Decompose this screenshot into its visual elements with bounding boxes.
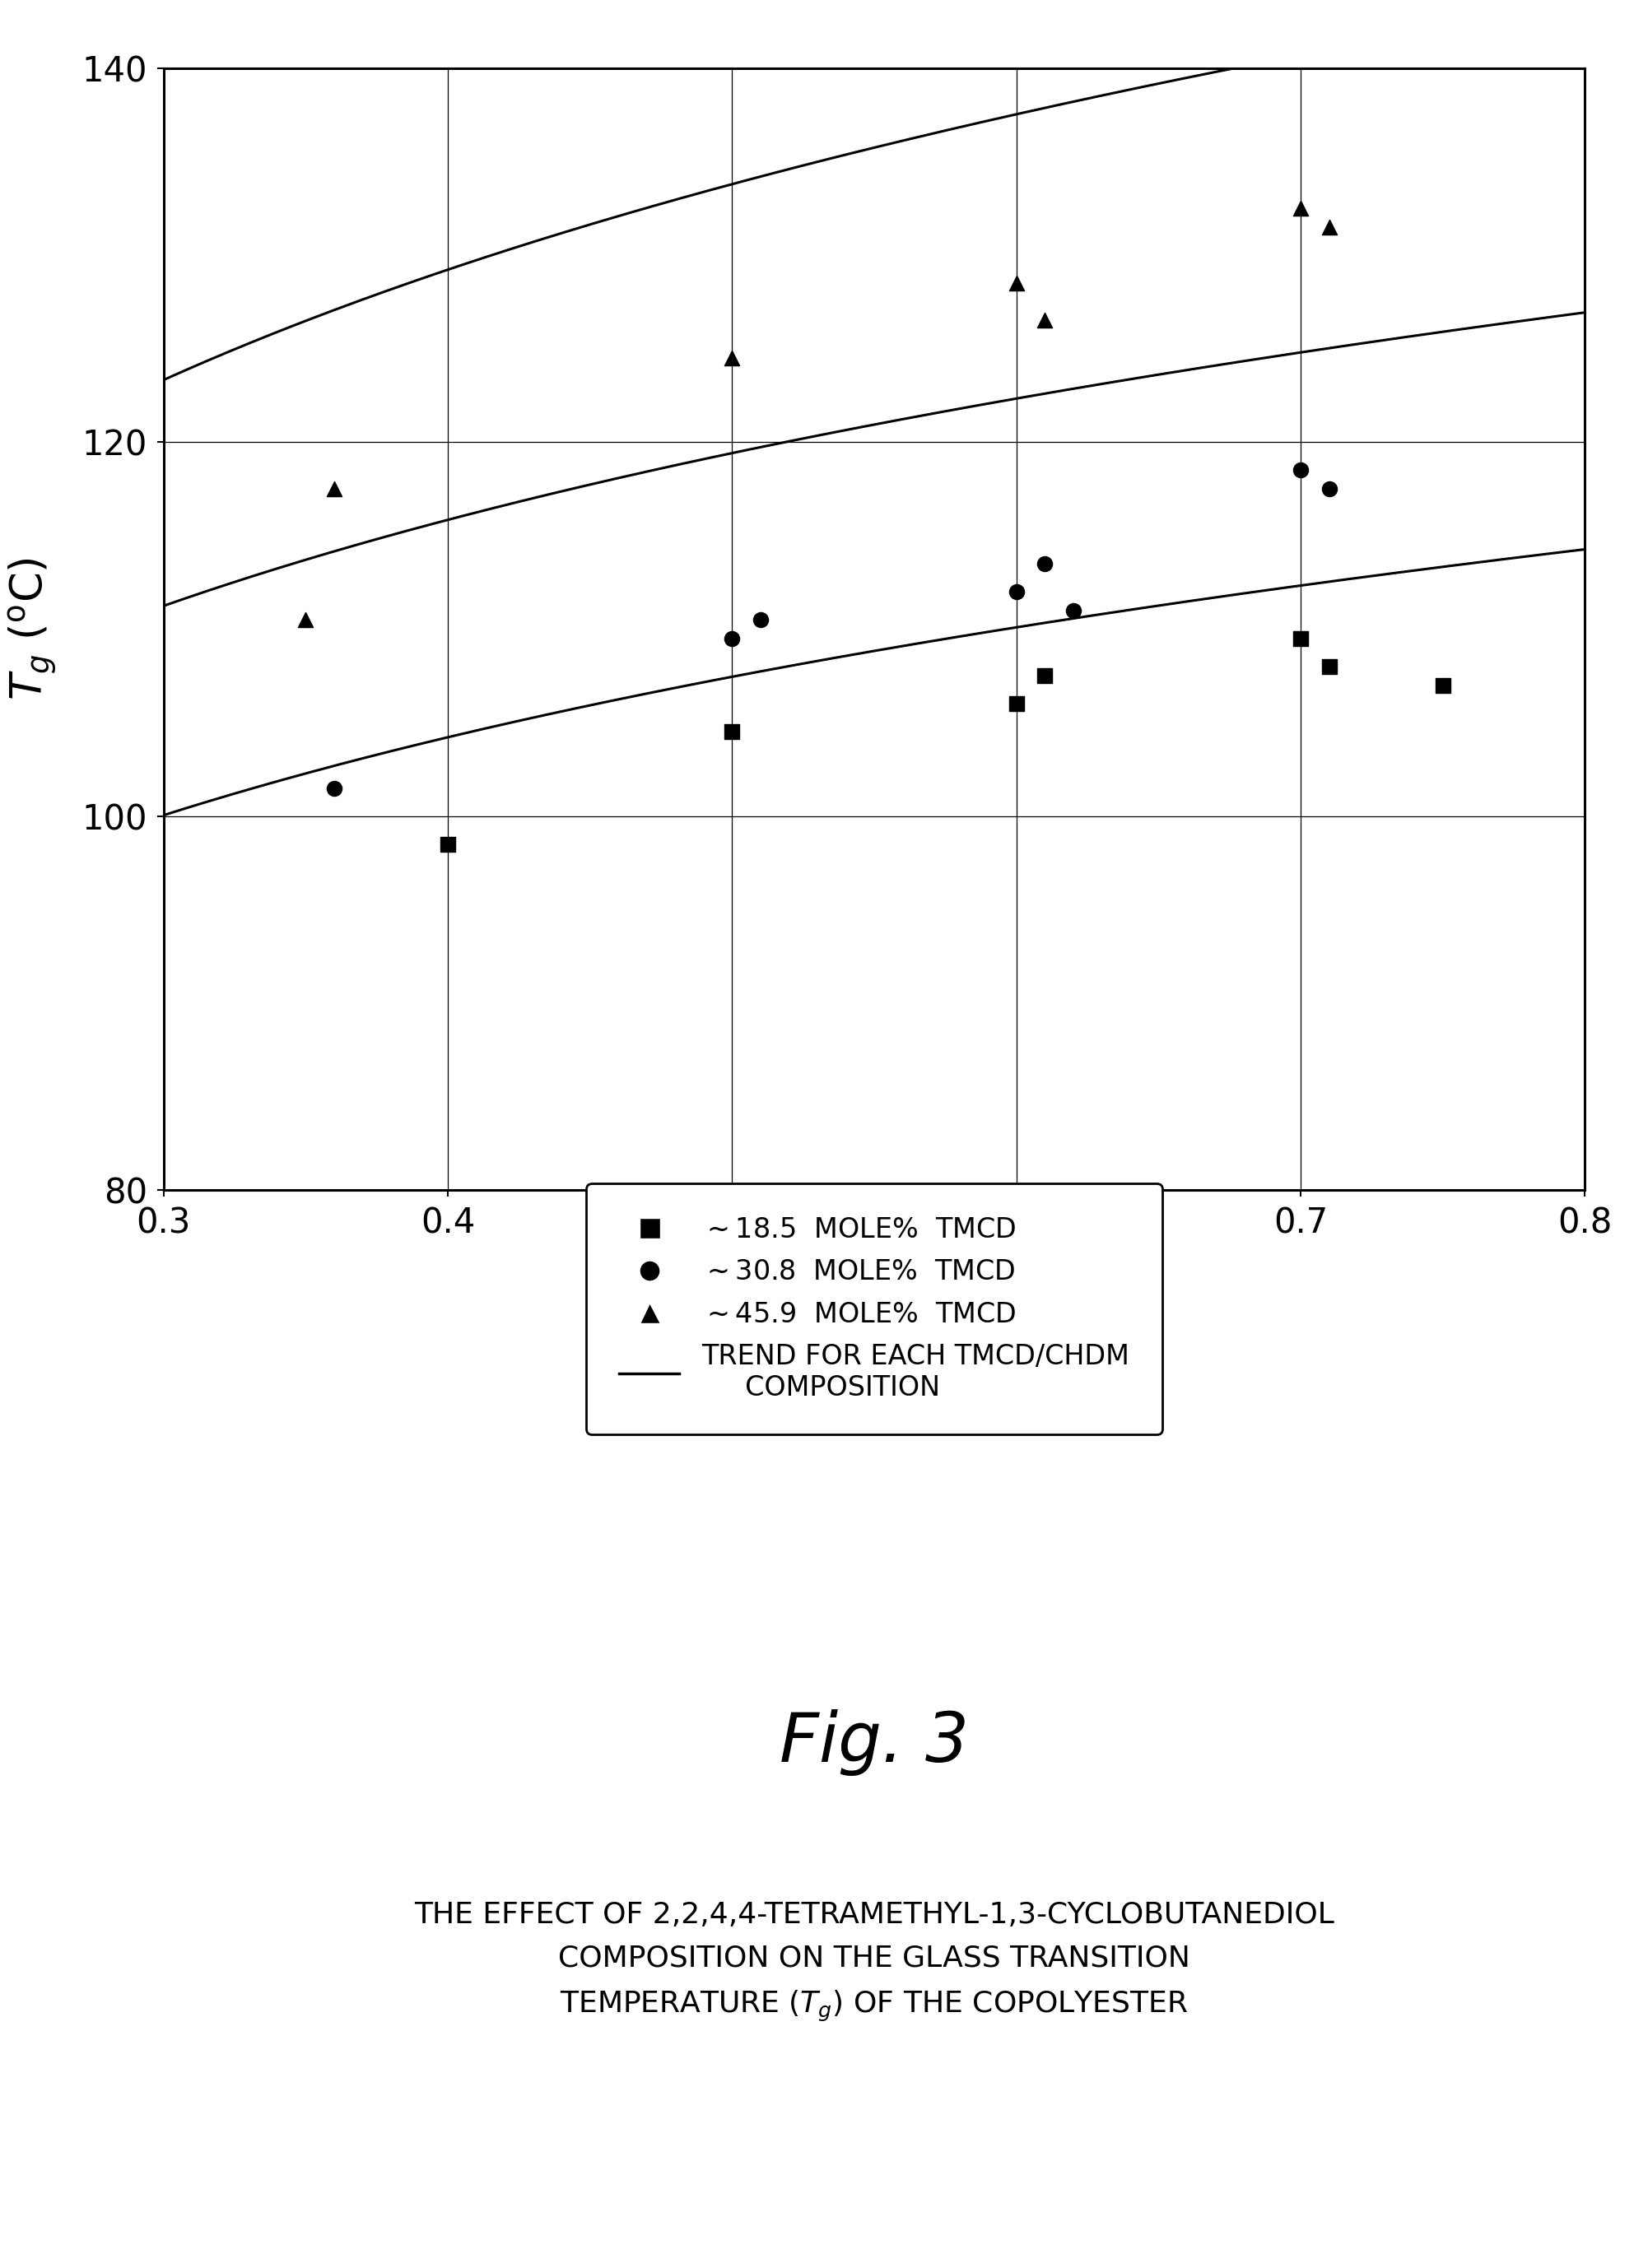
Point [292, 601, 319, 637]
Y-axis label: $\mathit{T}_g$ ($^{\rm o}$C): $\mathit{T}_g$ ($^{\rm o}$C) [7, 558, 59, 701]
Point [1315, 209, 1342, 245]
Point [1003, 265, 1029, 302]
Point [1031, 658, 1057, 694]
Point [1288, 619, 1314, 655]
Point [320, 472, 346, 508]
Point [1315, 649, 1342, 685]
Point [320, 769, 346, 805]
Point [1315, 472, 1342, 508]
Point [1003, 685, 1029, 721]
Point [747, 601, 773, 637]
Point [1031, 547, 1057, 583]
Point [1430, 667, 1456, 703]
Point [1288, 451, 1314, 488]
Point [719, 619, 745, 655]
X-axis label: IV (dl/g): IV (dl/g) [788, 1263, 961, 1306]
Point [1003, 574, 1029, 610]
Point [719, 340, 745, 376]
Point [435, 826, 461, 862]
Point [719, 714, 745, 751]
Point [1031, 302, 1057, 338]
Text: THE EFFECT OF 2,2,4,4-TETRAMETHYL-1,3-CYCLOBUTANEDIOL
COMPOSITION ON THE GLASS T: THE EFFECT OF 2,2,4,4-TETRAMETHYL-1,3-CY… [413, 1901, 1335, 2023]
Point [1060, 592, 1087, 628]
Point [1288, 191, 1314, 227]
Legend: $\sim$18.5  MOLE%  TMCD, $\sim$30.8  MOLE%  TMCD, $\sim$45.9  MOLE%  TMCD, TREND: $\sim$18.5 MOLE% TMCD, $\sim$30.8 MOLE% … [587, 1184, 1162, 1433]
Text: Fig. 3: Fig. 3 [779, 1710, 969, 1776]
